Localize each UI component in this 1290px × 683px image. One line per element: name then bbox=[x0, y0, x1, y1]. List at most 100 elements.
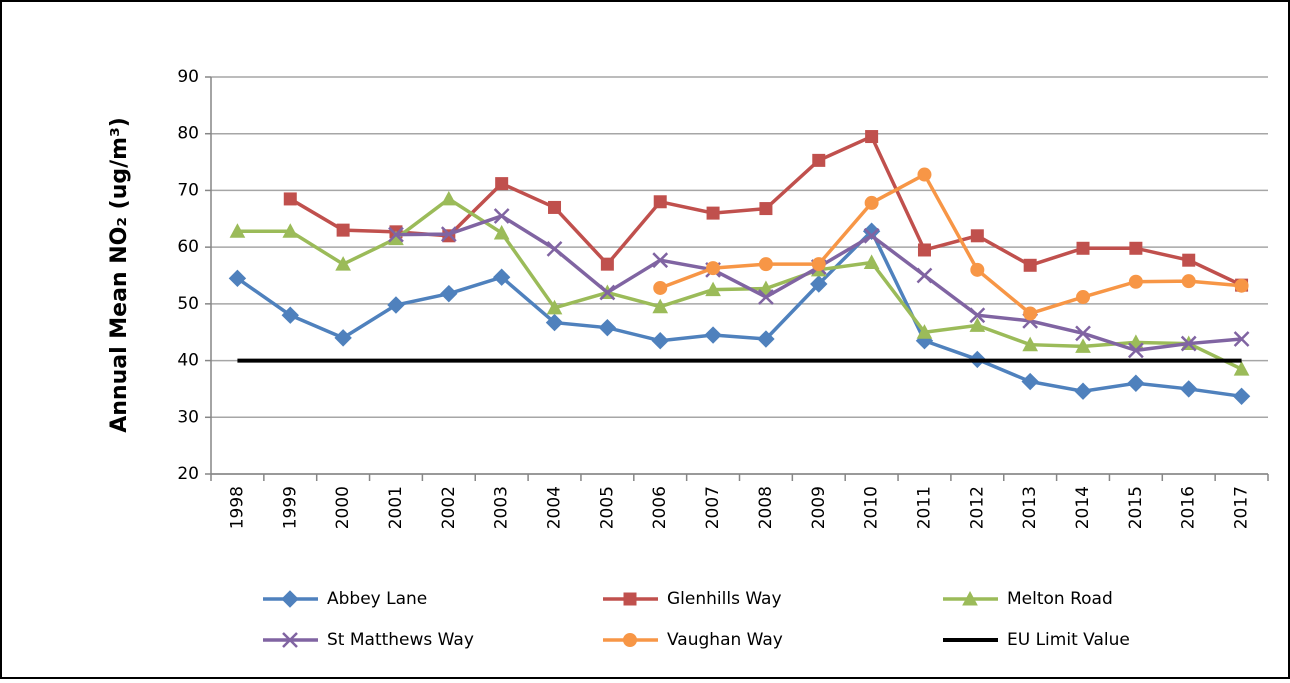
legend-marker bbox=[281, 590, 299, 608]
x-tick-label: 2014 bbox=[1073, 486, 1093, 529]
legend-marker bbox=[623, 592, 637, 606]
point bbox=[282, 223, 299, 238]
x-tick-label: 2003 bbox=[492, 486, 512, 529]
point bbox=[1181, 274, 1196, 289]
series-line bbox=[659, 172, 1242, 316]
point bbox=[1021, 372, 1039, 391]
legend-label: EU Limit Value bbox=[1007, 630, 1130, 650]
point bbox=[283, 192, 297, 206]
point bbox=[1075, 325, 1091, 342]
point bbox=[229, 223, 246, 238]
y-tick-label: 80 bbox=[177, 124, 199, 144]
point bbox=[1129, 241, 1143, 255]
point bbox=[704, 326, 722, 344]
legend-label: Glenhills Way bbox=[667, 589, 782, 609]
series-line bbox=[237, 196, 1243, 371]
legend-label: Melton Road bbox=[1007, 589, 1113, 609]
legend-marker bbox=[962, 590, 978, 606]
point bbox=[599, 284, 616, 301]
point bbox=[334, 329, 352, 347]
point bbox=[758, 257, 773, 272]
point bbox=[281, 306, 299, 324]
legend-label: Abbey Lane bbox=[327, 589, 427, 609]
point bbox=[652, 298, 669, 314]
point bbox=[916, 267, 933, 284]
point bbox=[228, 269, 247, 288]
x-tick-label: 2007 bbox=[703, 486, 723, 529]
point bbox=[864, 195, 879, 210]
series-line bbox=[236, 228, 1242, 399]
y-tick-label: 70 bbox=[177, 180, 199, 200]
y-tick-label: 50 bbox=[177, 294, 199, 314]
y-tick-label: 60 bbox=[177, 237, 199, 257]
point bbox=[865, 130, 879, 144]
point bbox=[440, 284, 458, 303]
y-axis-label: Annual Mean NO₂ (ug/m³) bbox=[107, 117, 132, 433]
y-tick-label: 40 bbox=[177, 351, 199, 371]
x-tick-label: 2011 bbox=[914, 486, 934, 529]
x-tick-label: 2010 bbox=[862, 486, 882, 529]
point bbox=[335, 256, 351, 271]
point bbox=[546, 240, 563, 257]
point bbox=[1232, 387, 1251, 406]
x-tick-label: 2002 bbox=[439, 486, 459, 529]
point bbox=[387, 296, 405, 314]
x-tick-label: 2004 bbox=[545, 486, 565, 529]
point bbox=[757, 330, 775, 348]
x-tick-label: 1999 bbox=[280, 486, 300, 529]
point bbox=[651, 332, 669, 350]
x-tick-label: 1998 bbox=[227, 486, 247, 529]
point bbox=[598, 318, 617, 337]
x-tick-label: 2005 bbox=[597, 486, 617, 529]
point bbox=[653, 195, 667, 209]
x-tick-label: 2016 bbox=[1179, 486, 1199, 529]
point bbox=[1076, 241, 1090, 255]
point bbox=[1233, 331, 1250, 347]
point bbox=[810, 275, 828, 293]
point bbox=[758, 289, 774, 305]
point bbox=[336, 223, 350, 237]
point bbox=[1128, 274, 1143, 289]
x-tick-label: 2009 bbox=[809, 486, 829, 529]
point bbox=[600, 257, 614, 271]
x-tick-label: 2015 bbox=[1126, 486, 1146, 529]
point bbox=[1075, 338, 1091, 353]
point bbox=[969, 307, 986, 324]
point bbox=[706, 261, 721, 276]
point bbox=[440, 226, 457, 242]
x-tick-label: 2000 bbox=[333, 486, 353, 529]
point bbox=[916, 324, 933, 339]
point bbox=[917, 243, 931, 257]
x-tick-label: 2008 bbox=[756, 486, 776, 529]
point bbox=[1074, 382, 1092, 400]
point bbox=[811, 257, 826, 272]
point bbox=[1022, 336, 1039, 352]
point bbox=[546, 299, 563, 315]
point bbox=[1076, 290, 1091, 305]
legend-label: Vaughan Way bbox=[667, 630, 783, 650]
point bbox=[863, 254, 880, 269]
point bbox=[1023, 306, 1038, 321]
point bbox=[493, 224, 510, 240]
x-tick-label: 2012 bbox=[967, 486, 987, 529]
point bbox=[705, 281, 721, 297]
legend-marker bbox=[282, 632, 298, 648]
point bbox=[1234, 278, 1249, 293]
point bbox=[493, 208, 510, 224]
point bbox=[759, 202, 773, 216]
y-tick-label: 90 bbox=[177, 67, 199, 87]
point bbox=[1180, 380, 1198, 398]
point bbox=[548, 200, 562, 214]
legend-marker bbox=[623, 633, 637, 647]
point bbox=[440, 190, 457, 206]
y-tick-label: 20 bbox=[177, 464, 199, 484]
point bbox=[1127, 342, 1144, 359]
x-tick-label: 2006 bbox=[650, 486, 670, 529]
x-tick-label: 2017 bbox=[1232, 486, 1252, 529]
point bbox=[495, 177, 509, 191]
point bbox=[653, 280, 668, 295]
y-tick-label: 30 bbox=[177, 407, 199, 427]
point bbox=[1233, 361, 1250, 376]
